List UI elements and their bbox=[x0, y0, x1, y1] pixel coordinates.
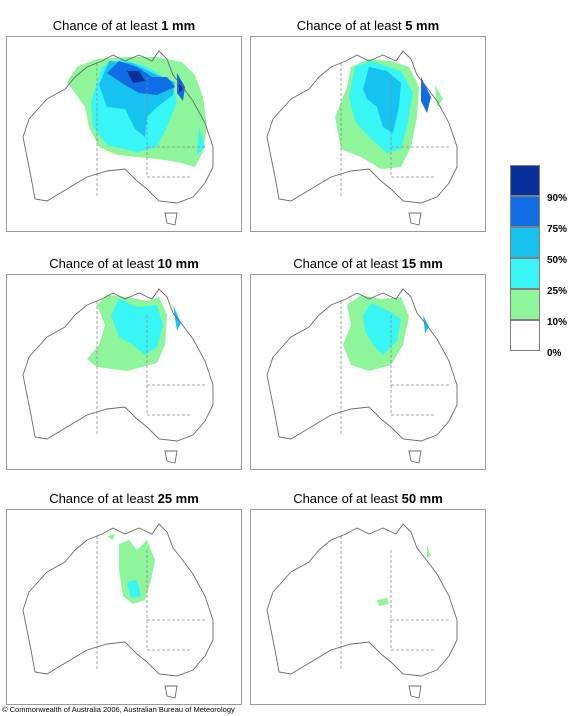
australia-map-25mm bbox=[22, 523, 214, 699]
title-threshold: 10 mm bbox=[157, 256, 199, 271]
australia-outline bbox=[266, 288, 458, 442]
title-prefix: Chance of at least bbox=[293, 256, 398, 271]
australia-outline bbox=[22, 288, 214, 442]
map-frame bbox=[6, 509, 242, 705]
legend-label-25: 25% bbox=[547, 286, 568, 297]
probability-legend: 90% 75% 50% 25% 10% 0% bbox=[510, 165, 570, 365]
legend-label-10: 10% bbox=[547, 317, 568, 328]
legend-swatch-25 bbox=[510, 258, 540, 289]
panel-title: Chance of at least 1 mm bbox=[6, 16, 242, 36]
title-prefix: Chance of at least bbox=[293, 491, 398, 506]
legend-swatch-50 bbox=[510, 227, 540, 258]
panel-title: Chance of at least 15 mm bbox=[250, 254, 486, 274]
legend-swatch-90 bbox=[510, 165, 540, 196]
map-frame bbox=[250, 509, 486, 705]
panel-title: Chance of at least 50 mm bbox=[250, 489, 486, 509]
australia-map-5mm bbox=[266, 50, 458, 226]
title-threshold: 25 mm bbox=[157, 491, 199, 506]
title-prefix: Chance of at least bbox=[49, 491, 154, 506]
australia-map-15mm bbox=[266, 288, 458, 464]
panel-title: Chance of at least 25 mm bbox=[6, 489, 242, 509]
title-threshold: 50 mm bbox=[401, 491, 443, 506]
australia-map-50mm bbox=[266, 523, 458, 699]
australia-outline bbox=[266, 50, 458, 204]
australia-outline bbox=[22, 523, 214, 677]
map-frame bbox=[6, 274, 242, 470]
australia-map-10mm bbox=[22, 288, 214, 464]
panel-title: Chance of at least 5 mm bbox=[250, 16, 486, 36]
legend-swatch-10 bbox=[510, 289, 540, 320]
title-threshold: 15 mm bbox=[401, 256, 443, 271]
legend-label-0: 0% bbox=[547, 348, 562, 359]
legend-swatch-0 bbox=[510, 320, 540, 351]
title-threshold: 1 mm bbox=[161, 18, 196, 33]
map-frame bbox=[6, 36, 242, 232]
title-prefix: Chance of at least bbox=[52, 18, 158, 33]
australia-outline bbox=[22, 50, 214, 204]
australia-map-1mm bbox=[22, 50, 214, 226]
legend-label-90: 90% bbox=[547, 193, 568, 204]
title-threshold: 5 mm bbox=[405, 18, 440, 33]
title-prefix: Chance of at least bbox=[49, 256, 154, 271]
legend-swatch-75 bbox=[510, 196, 540, 227]
copyright-notice: © Commonwealth of Australia 2006, Austra… bbox=[2, 705, 235, 714]
panel-title: Chance of at least 10 mm bbox=[6, 254, 242, 274]
australia-outline bbox=[266, 523, 458, 677]
legend-label-75: 75% bbox=[547, 224, 568, 235]
legend-label-50: 50% bbox=[547, 255, 568, 266]
state-borders bbox=[96, 63, 207, 197]
map-frame bbox=[250, 274, 486, 470]
map-frame bbox=[250, 36, 486, 232]
title-prefix: Chance of at least bbox=[296, 18, 402, 33]
